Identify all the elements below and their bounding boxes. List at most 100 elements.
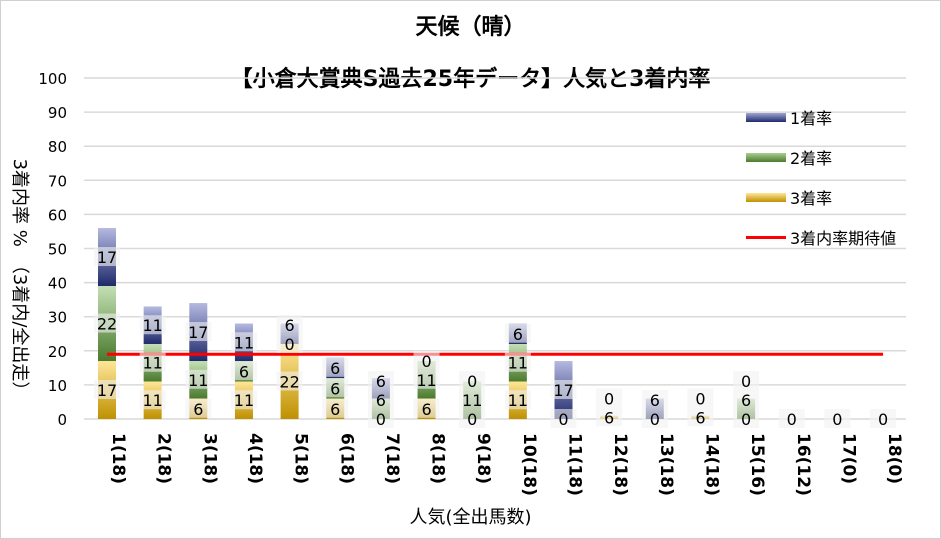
- data-label-bg: [504, 390, 531, 410]
- x-tick-label: 14(18): [701, 433, 721, 496]
- legend-swatch: [746, 192, 786, 202]
- data-label-bg: [687, 388, 714, 408]
- x-tick-label: 13(18): [656, 433, 676, 496]
- data-label-bg: [230, 332, 257, 352]
- legend-label: 3着内率期待値: [790, 229, 897, 248]
- data-label: 6: [239, 362, 249, 381]
- x-tick-label: 7(18): [382, 433, 402, 484]
- y-tick-label: 30: [48, 309, 67, 327]
- data-label: 11: [142, 316, 162, 335]
- data-label-bg: [139, 352, 166, 372]
- data-label-bg: [550, 380, 577, 400]
- x-tick-label: 16(12): [793, 433, 813, 496]
- x-tick-label: 2(18): [154, 433, 174, 484]
- data-label: 11: [142, 391, 162, 410]
- data-label-bg: [139, 390, 166, 410]
- x-tick-label: 17(0): [838, 433, 858, 484]
- data-label: 11: [142, 354, 162, 373]
- data-label: 11: [188, 371, 208, 390]
- data-label: 6: [330, 359, 340, 378]
- data-label: 11: [508, 354, 528, 373]
- data-label: 11: [234, 391, 254, 410]
- data-label: 0: [376, 410, 386, 429]
- data-label: 0: [285, 335, 295, 354]
- data-label: 6: [513, 325, 523, 344]
- data-label-bg: [185, 322, 212, 342]
- data-label-bg: [94, 247, 120, 267]
- data-label-bg: [778, 409, 805, 428]
- data-label-bg: [641, 390, 668, 409]
- legend-item-3rd: 3着率: [746, 185, 832, 209]
- data-label: 22: [279, 372, 299, 391]
- data-label-bg: [596, 407, 623, 427]
- data-label-bg: [276, 314, 303, 334]
- legend-label: 3着率: [790, 189, 833, 208]
- data-label: 0: [878, 410, 888, 429]
- y-tick-label: 100: [38, 70, 67, 88]
- data-label-bg: [550, 409, 577, 428]
- data-label: 6: [330, 400, 340, 419]
- data-label-bg: [733, 409, 760, 428]
- data-label: 0: [650, 410, 660, 429]
- data-label: 0: [741, 372, 751, 391]
- data-label-bg: [367, 409, 394, 428]
- x-tick-label: 9(18): [473, 433, 493, 484]
- y-tick-label: 20: [48, 343, 67, 361]
- data-label-bg: [276, 333, 303, 353]
- data-label-bg: [459, 371, 486, 390]
- legend-item-2nd: 2着率: [746, 145, 832, 169]
- data-label: 6: [421, 400, 431, 419]
- data-label: 11: [416, 371, 436, 390]
- data-label: 22: [97, 315, 117, 334]
- x-tick-label: 11(18): [565, 433, 585, 496]
- data-label-bg: [94, 380, 120, 400]
- legend-item-expected: 3着内率期待値: [746, 225, 896, 249]
- legend-swatch: [746, 152, 786, 162]
- data-label-bg: [185, 369, 212, 389]
- y-tick-label: 80: [48, 138, 67, 156]
- y-tick-label: 0: [57, 411, 67, 429]
- y-axis-label: 3着内率 % （3着内/全出走）: [9, 158, 30, 400]
- legend-swatch: [746, 112, 786, 122]
- data-label: 17: [188, 323, 208, 342]
- data-label-bg: [413, 398, 440, 418]
- chart-title: 天候（晴）: [415, 15, 526, 40]
- data-label: 6: [330, 379, 340, 398]
- x-tick-label: 6(18): [336, 433, 356, 484]
- data-label: 6: [193, 400, 203, 419]
- x-tick-label: 3(18): [199, 433, 219, 484]
- data-label-bg: [367, 371, 394, 390]
- x-tick-label: 12(18): [610, 433, 630, 496]
- data-label-bg: [824, 409, 851, 428]
- legend-label: 2着率: [790, 149, 833, 168]
- data-label: 0: [604, 389, 614, 408]
- data-label-bg: [185, 398, 212, 418]
- data-label: 11: [234, 333, 254, 352]
- data-label-bg: [459, 409, 486, 428]
- data-label: 0: [421, 352, 431, 371]
- data-label-bg: [230, 390, 257, 410]
- data-label-bg: [641, 409, 668, 428]
- data-label-bg: [367, 390, 394, 409]
- data-label: 11: [462, 391, 482, 410]
- data-label: 6: [741, 391, 751, 410]
- data-label: 0: [467, 410, 477, 429]
- y-tick-label: 70: [48, 172, 67, 190]
- data-label-bg: [322, 357, 349, 377]
- x-tick-label: 18(0): [884, 433, 904, 484]
- data-label-bg: [94, 313, 120, 333]
- data-label: 6: [650, 391, 660, 410]
- data-label-bg: [459, 390, 486, 409]
- data-label: 6: [285, 316, 295, 335]
- data-label-bg: [870, 409, 897, 428]
- chart-subtitle: 【小倉大賞典S過去25年データ】人気と3着内率: [230, 67, 711, 92]
- data-label-bg: [504, 323, 531, 343]
- data-label: 0: [695, 389, 705, 408]
- legend-item-1st: 1着率: [746, 105, 832, 129]
- data-label: 6: [376, 372, 386, 391]
- data-label: 6: [604, 408, 614, 427]
- data-label-bg: [322, 378, 349, 398]
- legend-label: 1着率: [790, 109, 833, 128]
